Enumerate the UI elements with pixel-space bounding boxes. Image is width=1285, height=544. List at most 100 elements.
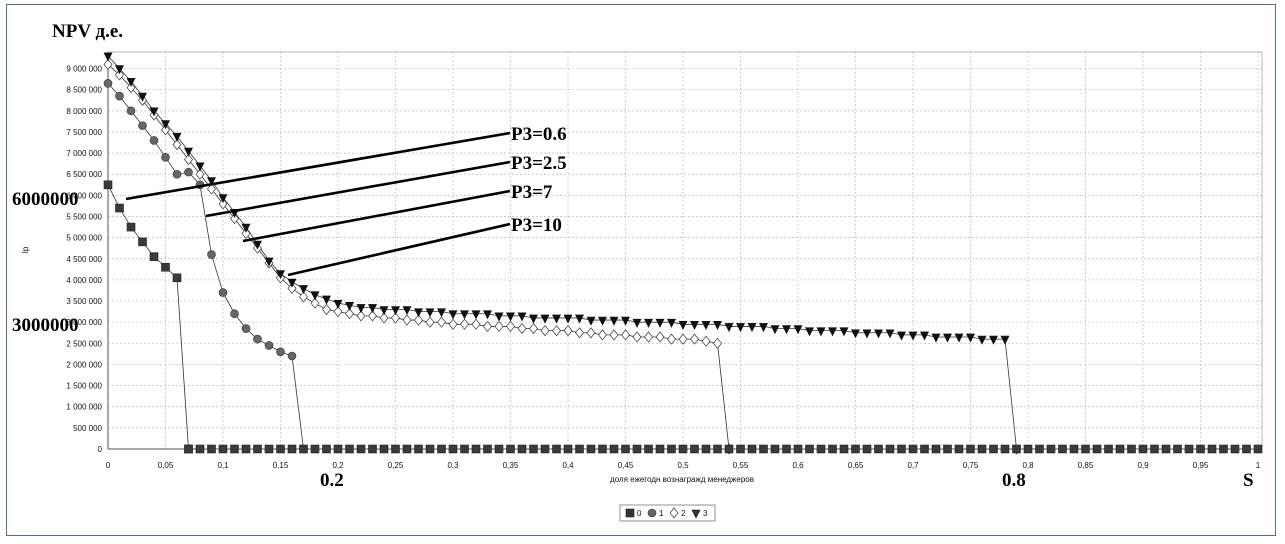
x-tick-labels: 0 0,05 0,1 0,15 0,2 0,25 0,3 0,35 0,4 0,45 0,5 0,55… — [106, 461, 1261, 470]
pointer-line-2 — [242, 189, 511, 243]
baseline-marker — [241, 444, 251, 454]
series-3-point — [782, 325, 791, 335]
series-3-point — [368, 304, 377, 314]
series-3-point — [322, 295, 331, 305]
series-3-point — [943, 333, 952, 343]
baseline-marker — [218, 444, 228, 454]
series-3-point — [264, 257, 274, 267]
series-2-point — [241, 227, 251, 239]
baseline-marker — [966, 444, 975, 454]
series-3-point — [839, 327, 849, 337]
series-3-point — [552, 314, 561, 324]
series-lines — [107, 55, 1017, 450]
series-3-point — [149, 107, 159, 117]
series-2-point — [207, 183, 216, 195]
series-3-point — [897, 331, 906, 341]
baseline-marker — [333, 444, 343, 454]
series-3-point — [103, 52, 113, 62]
x-tick-label: 0,2 — [332, 461, 344, 470]
series-0-point — [161, 262, 170, 272]
series-2-point — [368, 310, 377, 322]
baseline-marker — [230, 444, 239, 454]
baseline-marker — [1230, 444, 1240, 454]
x-tick-label: 0,85 — [1078, 461, 1094, 470]
label-p3-2.5: P3=2.5 — [511, 153, 567, 174]
series-3-point — [483, 310, 492, 320]
y-tick-label: 7 500 000 — [66, 128, 102, 137]
baseline-marker — [885, 444, 895, 454]
baseline-marker — [632, 444, 642, 454]
x-tick-label: 0,4 — [562, 461, 574, 470]
baseline-marker — [586, 444, 596, 454]
series-2-point — [552, 325, 561, 337]
y-title-npv: NPV д.е. — [52, 21, 123, 42]
series-3-point — [793, 325, 803, 335]
baseline-marker — [414, 444, 423, 454]
legend-marker-3 — [691, 509, 701, 519]
y-tick-label: 6 000 000 — [66, 191, 102, 200]
baseline-marker — [1023, 444, 1033, 454]
series-3-point — [471, 310, 481, 320]
baseline-marker — [379, 444, 389, 454]
series-3-point — [425, 308, 435, 318]
series-3-point — [241, 223, 251, 233]
x-tick-label: 0,15 — [273, 461, 289, 470]
pointer-line-1 — [205, 160, 511, 218]
baseline-marker — [1219, 444, 1228, 454]
x-annotation-s: S — [1243, 470, 1254, 491]
baseline-marker — [460, 444, 469, 454]
series-1-point — [184, 167, 193, 177]
series-0-point — [149, 252, 159, 261]
series-0-point — [115, 203, 124, 213]
baseline-marker — [1000, 444, 1010, 454]
x-tick-label: 1 — [1256, 461, 1261, 470]
series-2-point — [322, 303, 331, 316]
y-tick-label: 4 500 000 — [66, 255, 102, 264]
y-tick-label: 8 000 000 — [66, 107, 102, 116]
baseline-marker — [598, 444, 607, 454]
series-3-point — [586, 316, 596, 326]
baseline-marker — [483, 444, 492, 454]
baseline-marker — [897, 444, 906, 454]
series-3-point — [977, 335, 987, 345]
x-tick-label: 0,5 — [677, 461, 689, 470]
series-0-point — [103, 180, 113, 190]
x-tick-label: 0,8 — [1022, 461, 1034, 470]
annotation-pointers — [125, 131, 511, 277]
series-3-point — [621, 316, 630, 326]
baseline-marker — [920, 444, 929, 454]
baseline-marker — [644, 444, 653, 454]
series-1-point — [253, 334, 262, 344]
baseline-marker — [816, 444, 826, 454]
baseline-marker — [402, 444, 412, 454]
series-3-line — [107, 55, 1017, 450]
series-2-point — [701, 335, 711, 347]
series-2-point — [356, 310, 366, 322]
baseline-marker — [713, 444, 722, 454]
baseline-marker — [989, 444, 998, 454]
series-2-point — [126, 82, 136, 94]
series-2-point — [448, 318, 458, 330]
series-3-point — [529, 314, 538, 324]
baseline-marker — [1253, 444, 1263, 454]
series-2-point — [540, 325, 550, 337]
y-tick-label: 9 000 000 — [66, 65, 102, 74]
series-3-point — [747, 323, 757, 333]
legend-box — [619, 504, 716, 522]
baseline-marker — [207, 444, 216, 454]
y-tick-label: 2 500 000 — [66, 339, 102, 348]
series-3-point — [563, 314, 573, 324]
baseline-marker — [575, 444, 584, 454]
series-3-point — [333, 299, 343, 309]
series-3-point — [770, 325, 780, 335]
baseline-marker — [747, 444, 757, 454]
baseline-marker — [736, 444, 745, 454]
series-2-point — [115, 69, 124, 81]
y-tick-label: 1 500 000 — [66, 382, 102, 391]
baseline-marker — [609, 444, 619, 454]
baseline-marker — [1127, 444, 1136, 454]
baseline-marker — [862, 444, 872, 454]
baseline-marker — [425, 444, 435, 454]
baseline-marker — [563, 444, 573, 454]
